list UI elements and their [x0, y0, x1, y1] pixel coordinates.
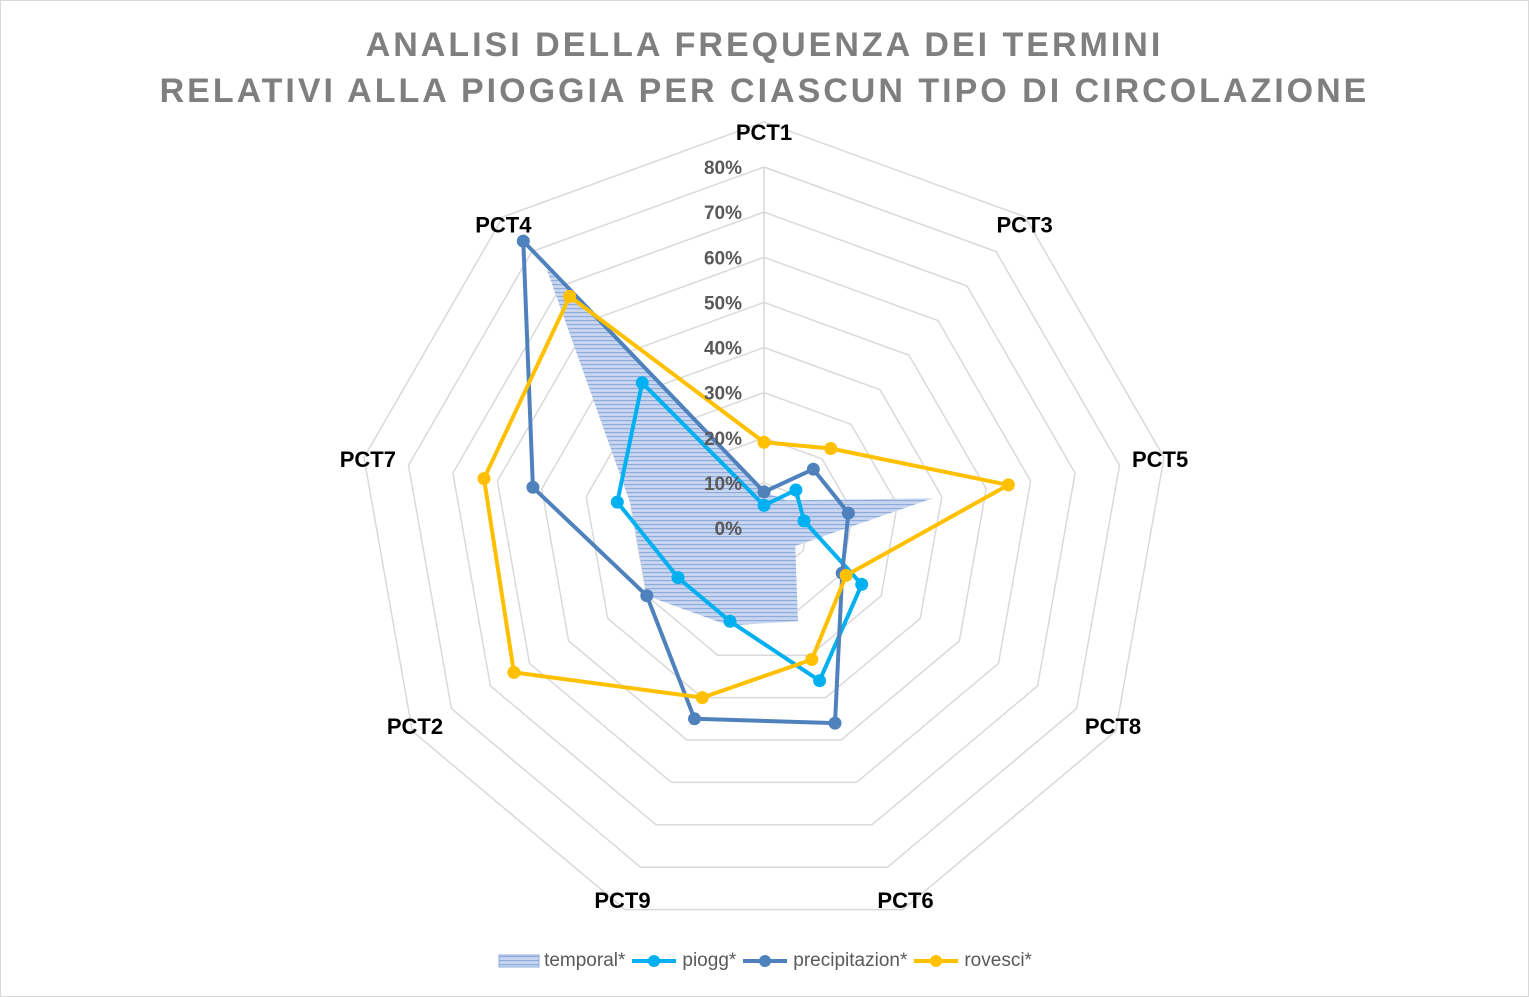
data-point-precipitazion-pct6 — [828, 716, 842, 730]
data-point-precipitazion-pct1 — [757, 485, 771, 499]
legend-item-temporal: temporal* — [497, 950, 625, 972]
category-label-pct7: PCT7 — [340, 447, 396, 472]
category-label-pct4: PCT4 — [475, 213, 532, 238]
legend: temporal* piogg* precipitazion* rovesci* — [0, 950, 1529, 972]
data-point-piogg-pct4 — [635, 376, 649, 390]
legend-swatch-precipitazion — [743, 955, 788, 967]
radial-tick-label: 60% — [704, 248, 742, 269]
category-labels: PCT1 PCT3 PCT5 PCT8 PCT6 PCT9 PCT2 PCT7 PCT4 — [340, 120, 1189, 913]
radial-tick-label: 10% — [704, 474, 742, 495]
grid-ring — [407, 166, 1121, 868]
data-point-piogg-pct1 — [757, 498, 771, 512]
data-point-rovesci-pct8 — [839, 568, 853, 582]
data-point-precipitazion-pct3 — [806, 462, 820, 476]
legend-item-piogg: piogg* — [629, 950, 736, 972]
radar-series — [477, 234, 1015, 730]
legend-swatch-rovesci — [914, 955, 959, 967]
category-label-pct1: PCT1 — [736, 120, 792, 145]
radial-tick-label: 30% — [704, 384, 742, 405]
data-point-rovesci-pct3 — [824, 442, 838, 455]
radial-tick-label: 40% — [704, 339, 742, 360]
radial-tick-label: 50% — [704, 293, 742, 314]
data-point-rovesci-pct4 — [563, 289, 577, 303]
grid-ring — [363, 121, 1165, 911]
chart-title-line-1: ANALISI DELLA FREQUENZA DEI TERMINI — [365, 26, 1164, 64]
data-point-piogg-pct5 — [797, 514, 811, 528]
series-line-rovesci — [482, 294, 1011, 700]
data-point-rovesci-pct6 — [805, 653, 819, 666]
series-line-precipitazion — [521, 239, 851, 726]
grid-ring — [541, 301, 987, 741]
data-point-precipitazion-pct2 — [640, 589, 654, 603]
data-point-piogg-pct8 — [855, 577, 869, 591]
radial-tick-labels: 0% 10% 20% 30% 40% 50% 60% 70% 80% — [704, 158, 742, 540]
radial-tick-label: 20% — [704, 429, 742, 450]
radial-tick-label: 70% — [704, 203, 742, 224]
legend-label-temporal: temporal* — [544, 950, 626, 971]
grid-ring — [452, 211, 1076, 826]
legend-label-rovesci: rovesci* — [964, 950, 1032, 971]
data-point-piogg-pct2 — [671, 571, 685, 585]
chart-title-line-2: RELATIVI ALLA PIOGGIA PER CIASCUN TIPO D… — [159, 72, 1370, 110]
category-label-pct6: PCT6 — [877, 888, 933, 913]
data-point-rovesci-pct1 — [757, 435, 771, 449]
data-point-rovesci-pct9 — [695, 691, 709, 705]
data-point-piogg-pct9 — [723, 614, 737, 628]
data-point-piogg-pct6 — [813, 674, 827, 688]
data-point-rovesci-pct5 — [1001, 478, 1015, 492]
data-point-piogg-pct7 — [610, 495, 624, 509]
legend-swatch-piogg — [632, 955, 677, 967]
category-label-pct3: PCT3 — [997, 213, 1053, 238]
category-label-pct5: PCT5 — [1132, 447, 1188, 472]
category-label-pct9: PCT9 — [594, 888, 650, 913]
grid-ring — [496, 256, 1032, 784]
data-point-rovesci-pct7 — [477, 472, 491, 486]
radial-tick-label: 0% — [715, 519, 743, 540]
data-point-precipitazion-pct7 — [526, 480, 540, 494]
chart-title: ANALISI DELLA FREQUENZA DEI TERMINI RELA… — [0, 22, 1529, 114]
data-point-precipitazion-pct9 — [688, 712, 701, 726]
data-point-precipitazion-pct5 — [841, 506, 855, 520]
radial-tick-label: 80% — [704, 158, 742, 179]
legend-item-precipitazion: precipitazion* — [740, 950, 907, 972]
category-label-pct8: PCT8 — [1085, 714, 1141, 739]
data-point-piogg-pct3 — [789, 483, 803, 497]
legend-label-piogg: piogg* — [682, 950, 737, 971]
data-point-rovesci-pct2 — [507, 665, 521, 679]
series-line-piogg — [615, 380, 864, 683]
category-label-pct2: PCT2 — [387, 714, 443, 739]
data-point-precipitazion-pct4 — [516, 234, 530, 248]
legend-swatch-temporal — [498, 954, 540, 968]
legend-label-precipitazion: precipitazion* — [793, 950, 908, 971]
legend-item-rovesci: rovesci* — [911, 950, 1032, 972]
